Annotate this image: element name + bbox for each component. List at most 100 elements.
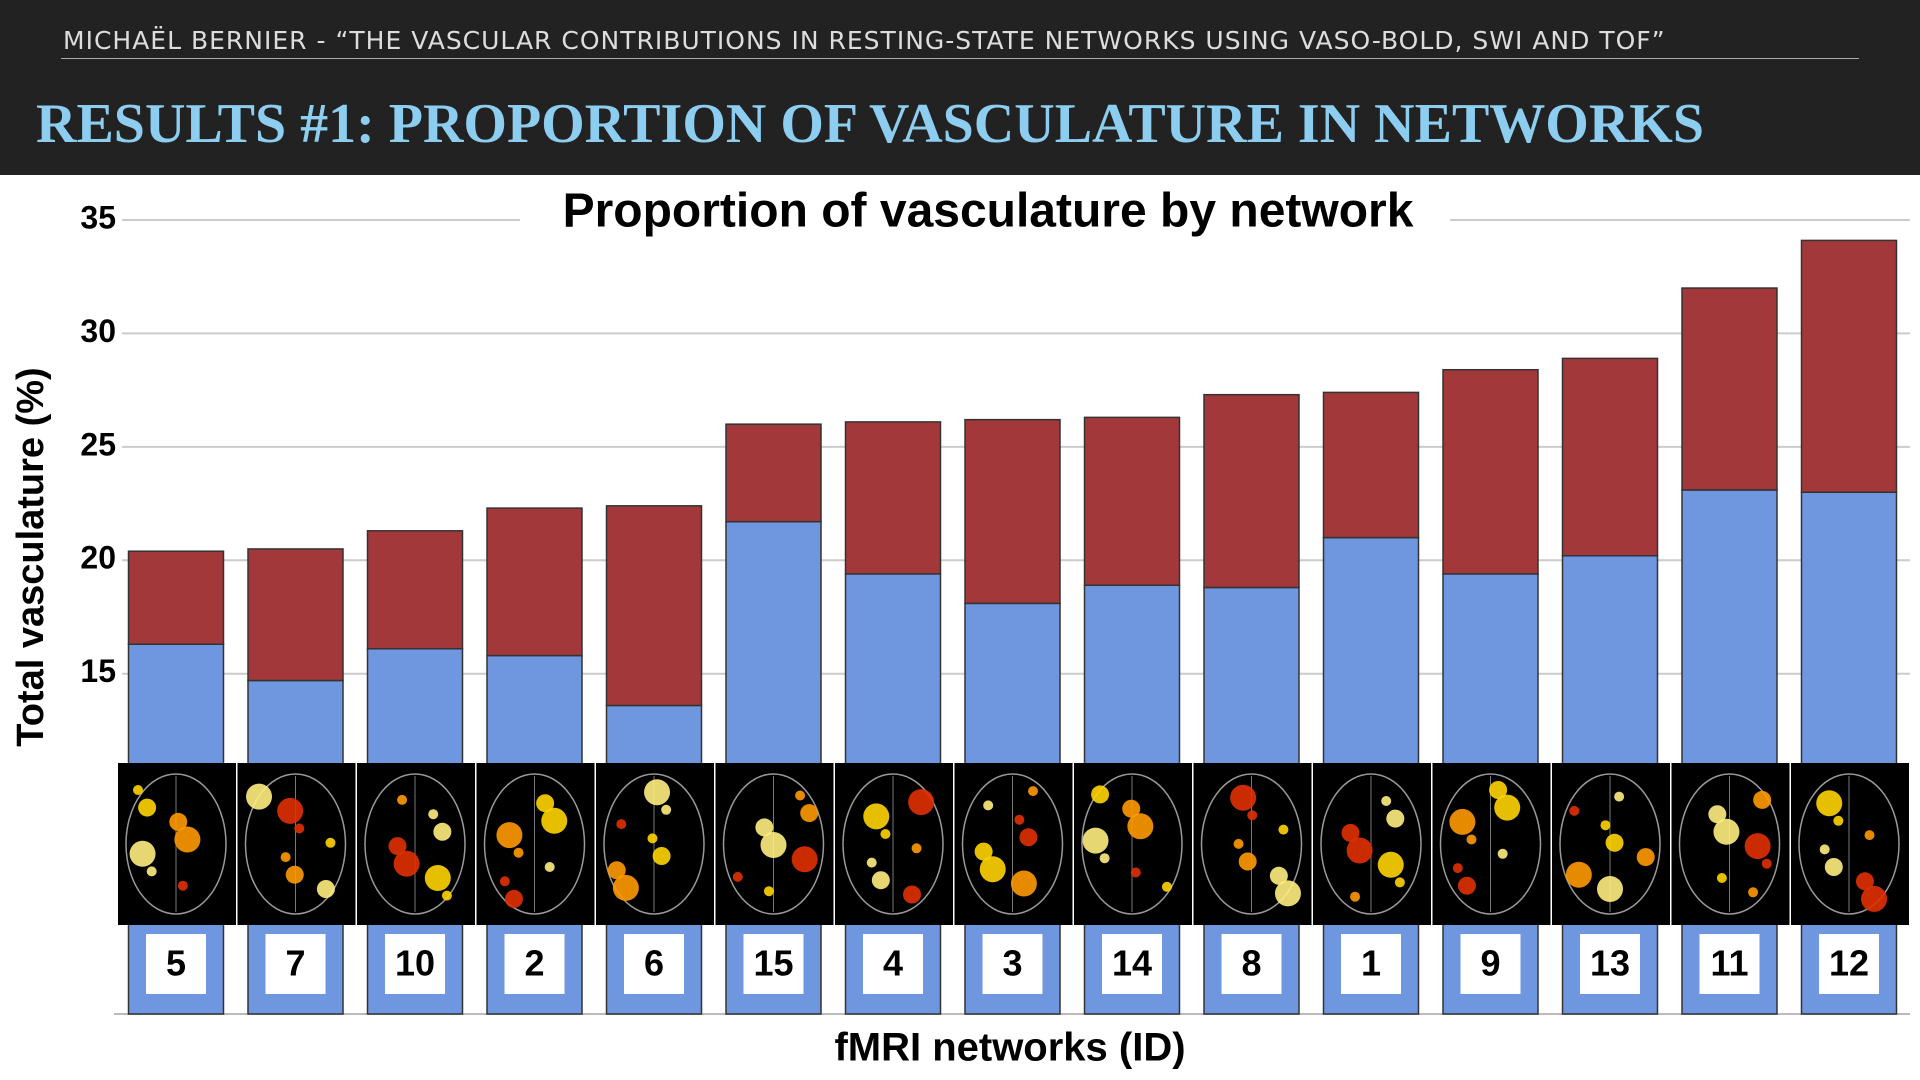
brain-thumbnail [1791, 763, 1909, 925]
y-tick-label: 30 [80, 313, 116, 349]
activation-blob [1274, 880, 1301, 907]
brain-thumbnail [1671, 763, 1790, 925]
activation-blob [1127, 813, 1154, 840]
activation-blob [661, 804, 672, 815]
activation-blob [1864, 830, 1875, 841]
activation-blob [1091, 785, 1110, 804]
bar-segment [1681, 489, 1778, 1015]
activation-blob [1753, 790, 1772, 809]
activation-blob [146, 866, 157, 877]
activation-blob [1569, 805, 1580, 816]
activation-blob [1605, 833, 1624, 852]
activation-blob [1377, 851, 1404, 878]
x-tick-label: 6 [644, 943, 664, 984]
bar-segment [486, 507, 583, 657]
bar-segment [1681, 287, 1778, 491]
activation-blob [1600, 820, 1611, 831]
activation-blob [863, 803, 890, 830]
thumbnail-bg [476, 763, 595, 925]
activation-blob [428, 809, 439, 820]
activation-blob [133, 785, 143, 795]
activation-blob [393, 850, 420, 877]
activation-blob [800, 804, 819, 823]
bar-segment [1800, 491, 1898, 1015]
activation-blob [1466, 834, 1477, 845]
brain-thumbnail [835, 763, 953, 925]
activation-blob [1381, 796, 1392, 806]
id-box [863, 934, 923, 994]
activation-blob [1597, 876, 1623, 902]
activation-blob [1028, 786, 1039, 797]
activation-blob [285, 865, 304, 884]
id-box [1819, 934, 1879, 994]
bar-segment [1083, 416, 1181, 586]
id-box [1102, 934, 1162, 994]
bar-segment [366, 530, 464, 650]
activation-blob [536, 794, 555, 813]
brain-thumbnail [1432, 763, 1551, 925]
id-box [1580, 934, 1640, 994]
bar-segment [127, 550, 225, 645]
id-box [1221, 934, 1282, 994]
thumbnail-bg [835, 763, 953, 925]
x-tick-label: 15 [753, 943, 793, 984]
activation-blob [1161, 881, 1172, 892]
activation-blob [911, 843, 922, 854]
y-tick-label: 35 [80, 199, 116, 235]
id-box [1341, 934, 1401, 994]
brain-outline [1320, 773, 1422, 915]
activation-blob [1494, 794, 1521, 821]
brain-thumbnail [1193, 763, 1312, 925]
thumbnail-bg [357, 763, 475, 925]
header: MICHAËL BERNIER - “THE VASCULAR CONTRIBU… [0, 0, 1920, 175]
brain-outline [603, 773, 705, 915]
activation-blob [544, 862, 555, 872]
x-tick-label: 2 [524, 943, 544, 984]
bar-segment [1203, 393, 1300, 589]
y-axis-label: Total vasculature (%) [10, 367, 52, 746]
activation-blob [169, 812, 188, 831]
activation-blob [1010, 870, 1037, 897]
bar-segment [725, 423, 822, 523]
bar-segment [1442, 368, 1539, 575]
activation-blob [441, 890, 452, 901]
activation-blob [607, 861, 626, 880]
bar-segment [1561, 357, 1659, 557]
brain-thumbnail [357, 763, 475, 925]
thumbnail-bg [1791, 763, 1909, 925]
activation-blob [504, 889, 523, 908]
activation-blob [1819, 844, 1830, 855]
x-tick-label: 10 [395, 943, 435, 984]
activation-blob [1346, 837, 1373, 864]
activation-blob [795, 790, 806, 801]
brain-thumbnail [1313, 763, 1431, 925]
activation-blob [612, 874, 639, 901]
activation-blob [903, 885, 921, 904]
activation-blob [294, 823, 305, 834]
chart-title: Proportion of vasculature by network [563, 185, 1414, 238]
activation-blob [1716, 873, 1727, 883]
id-box [1699, 934, 1760, 994]
activation-blob [616, 819, 627, 830]
activation-blob [316, 880, 335, 898]
activation-blob [397, 794, 408, 805]
id-box [504, 934, 565, 994]
activation-blob [979, 856, 1006, 883]
id-box [146, 934, 206, 994]
id-box [385, 934, 445, 994]
activation-blob [1708, 805, 1727, 824]
activation-blob [1636, 848, 1655, 867]
activation-blob [1713, 818, 1740, 845]
activation-blob [1341, 823, 1360, 842]
slide-title: RESULTS #1: PROPORTION OF VASCULATURE IN… [36, 93, 1704, 155]
bar-segment [605, 505, 703, 707]
activation-blob [644, 779, 671, 806]
x-tick-label: 13 [1590, 943, 1630, 984]
x-tick-label: 14 [1112, 943, 1152, 984]
activation-blob [433, 822, 452, 841]
activation-blob [1082, 827, 1109, 854]
activation-blob [1457, 876, 1476, 895]
activation-blob [280, 852, 291, 863]
activation-blob [1861, 885, 1888, 912]
brain-outline [125, 773, 227, 915]
